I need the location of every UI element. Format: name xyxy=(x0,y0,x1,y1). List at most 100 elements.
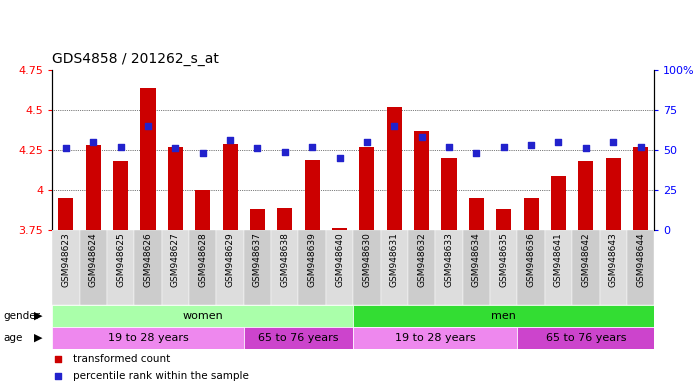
Bar xyxy=(52,328,244,349)
Point xyxy=(170,145,181,151)
Bar xyxy=(545,230,572,305)
Text: women: women xyxy=(182,311,223,321)
Bar xyxy=(469,198,484,230)
Bar xyxy=(441,158,457,230)
Bar xyxy=(551,175,566,230)
Bar xyxy=(168,147,183,230)
Bar xyxy=(244,328,353,349)
Text: GSM948641: GSM948641 xyxy=(554,232,563,287)
Point xyxy=(53,356,64,362)
Bar xyxy=(305,160,319,230)
Text: GSM948623: GSM948623 xyxy=(61,232,70,287)
Text: 19 to 28 years: 19 to 28 years xyxy=(395,333,475,343)
Text: GSM948625: GSM948625 xyxy=(116,232,125,287)
Text: ▶: ▶ xyxy=(34,333,42,343)
Bar xyxy=(517,328,654,349)
Bar xyxy=(52,230,79,305)
Bar xyxy=(496,209,512,230)
Bar xyxy=(113,161,128,230)
Text: age: age xyxy=(3,333,23,343)
Bar xyxy=(353,230,381,305)
Bar xyxy=(244,230,271,305)
Text: GSM948637: GSM948637 xyxy=(253,232,262,287)
Point xyxy=(252,145,263,151)
Bar xyxy=(79,230,107,305)
Bar xyxy=(86,145,101,230)
Text: percentile rank within the sample: percentile rank within the sample xyxy=(73,371,249,381)
Text: gender: gender xyxy=(3,311,40,321)
Point xyxy=(443,144,454,150)
Point xyxy=(361,139,372,145)
Point xyxy=(470,150,482,156)
Point xyxy=(115,144,126,150)
Text: ▶: ▶ xyxy=(34,311,42,321)
Bar xyxy=(381,230,408,305)
Bar xyxy=(523,198,539,230)
Bar xyxy=(627,230,654,305)
Bar xyxy=(277,208,292,230)
Point xyxy=(307,144,318,150)
Bar xyxy=(463,230,490,305)
Point xyxy=(580,145,592,151)
Text: GSM948632: GSM948632 xyxy=(417,232,426,287)
Text: GSM948635: GSM948635 xyxy=(499,232,508,287)
Bar xyxy=(353,305,654,326)
Bar xyxy=(107,230,134,305)
Text: GSM948624: GSM948624 xyxy=(89,232,97,287)
Text: men: men xyxy=(491,311,516,321)
Bar xyxy=(299,230,326,305)
Text: GSM948639: GSM948639 xyxy=(308,232,317,287)
Point xyxy=(197,150,208,156)
Point xyxy=(635,144,646,150)
Point xyxy=(143,123,154,129)
Text: GSM948644: GSM948644 xyxy=(636,232,645,287)
Point xyxy=(279,149,290,155)
Bar xyxy=(141,88,155,230)
Point xyxy=(553,139,564,145)
Bar xyxy=(353,328,517,349)
Text: GSM948629: GSM948629 xyxy=(226,232,235,287)
Bar xyxy=(572,230,599,305)
Text: GDS4858 / 201262_s_at: GDS4858 / 201262_s_at xyxy=(52,52,219,66)
Text: 19 to 28 years: 19 to 28 years xyxy=(108,333,189,343)
Bar xyxy=(189,230,216,305)
Bar xyxy=(578,161,594,230)
Bar xyxy=(58,198,73,230)
Text: GSM948628: GSM948628 xyxy=(198,232,207,287)
Point xyxy=(525,142,537,148)
Bar xyxy=(216,230,244,305)
Text: GSM948636: GSM948636 xyxy=(527,232,536,287)
Bar xyxy=(414,131,429,230)
Bar xyxy=(250,209,265,230)
Point xyxy=(498,144,509,150)
Bar xyxy=(332,228,347,230)
Bar xyxy=(408,230,435,305)
Bar xyxy=(223,144,237,230)
Text: transformed count: transformed count xyxy=(73,354,171,364)
Bar xyxy=(599,230,627,305)
Bar xyxy=(326,230,353,305)
Text: GSM948631: GSM948631 xyxy=(390,232,399,287)
Point xyxy=(61,145,72,151)
Bar xyxy=(490,230,517,305)
Bar xyxy=(195,190,210,230)
Text: GSM948640: GSM948640 xyxy=(335,232,344,287)
Text: 65 to 76 years: 65 to 76 years xyxy=(546,333,626,343)
Point xyxy=(608,139,619,145)
Text: GSM948638: GSM948638 xyxy=(280,232,290,287)
Text: GSM948633: GSM948633 xyxy=(445,232,454,287)
Bar xyxy=(134,230,161,305)
Bar xyxy=(271,230,299,305)
Point xyxy=(334,155,345,161)
Text: 65 to 76 years: 65 to 76 years xyxy=(258,333,339,343)
Bar xyxy=(387,107,402,230)
Point xyxy=(388,123,400,129)
Point xyxy=(88,139,99,145)
Text: GSM948630: GSM948630 xyxy=(363,232,372,287)
Bar xyxy=(606,158,621,230)
Bar xyxy=(359,147,374,230)
Point xyxy=(416,134,427,140)
Text: GSM948642: GSM948642 xyxy=(581,232,590,287)
Point xyxy=(225,137,236,144)
Bar xyxy=(161,230,189,305)
